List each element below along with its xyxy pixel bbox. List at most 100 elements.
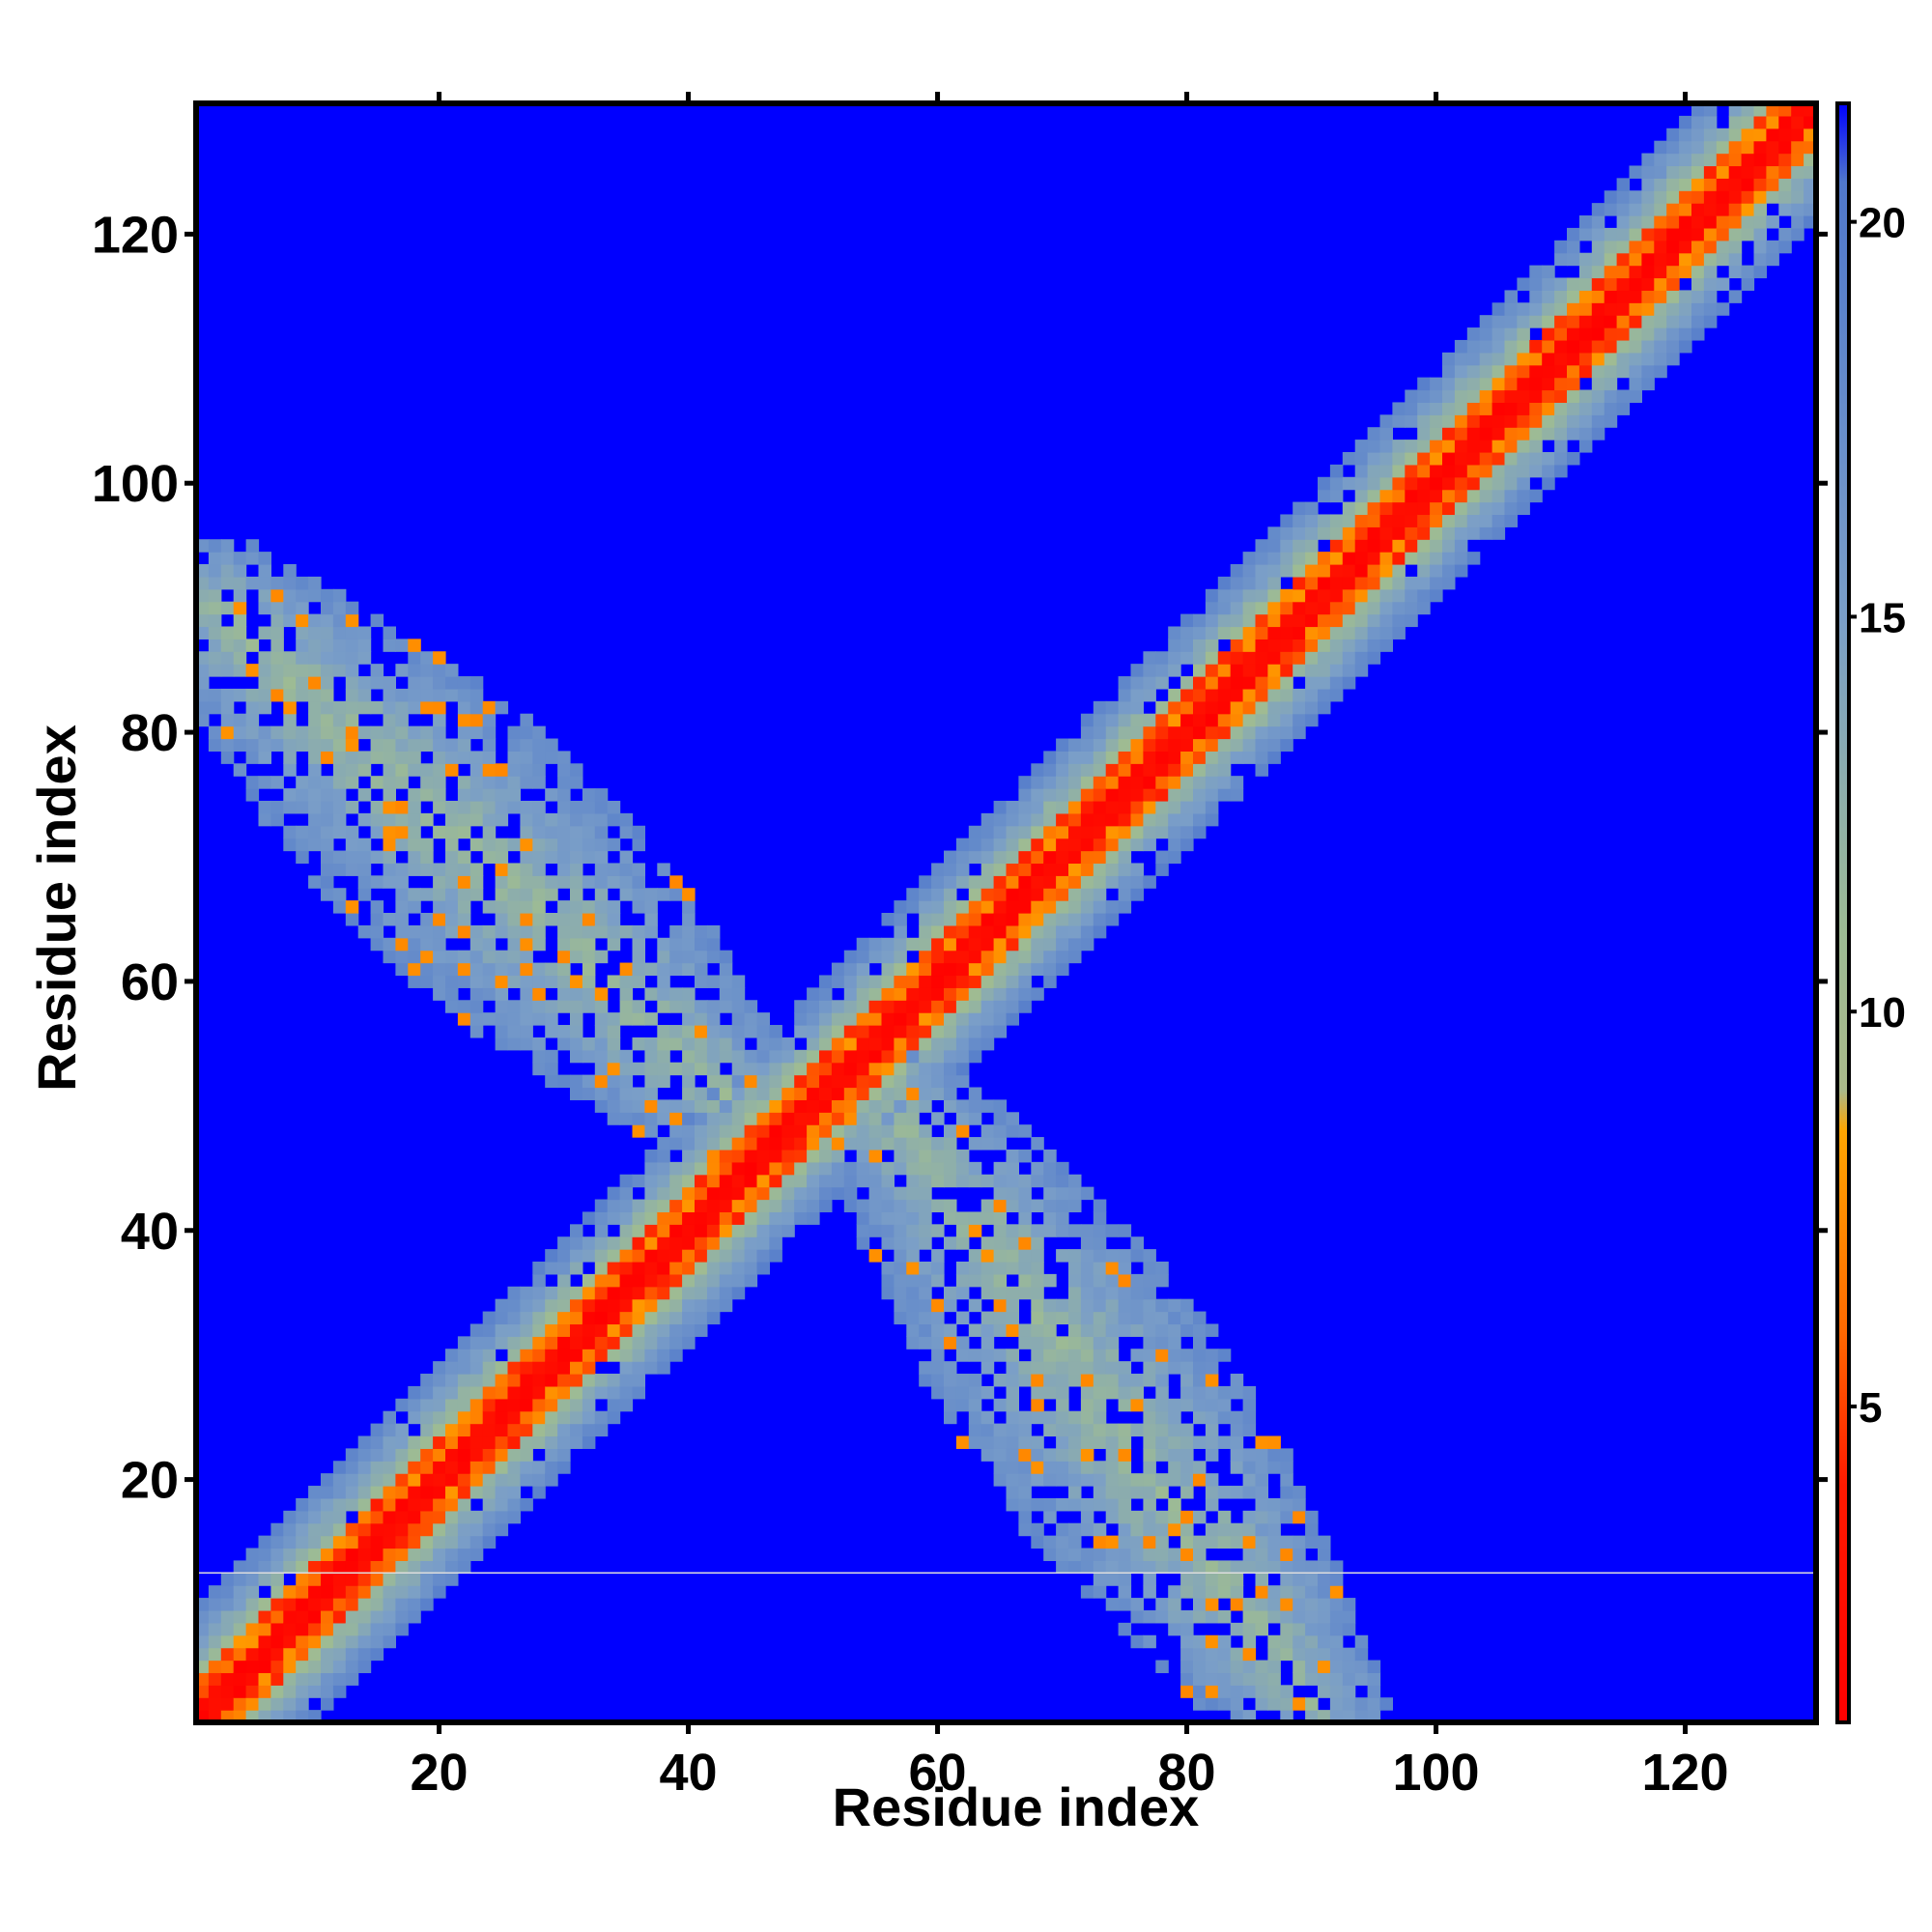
heatmap-cell <box>1018 838 1032 852</box>
heatmap-cell <box>1105 1461 1120 1474</box>
heatmap-cell <box>1354 501 1369 516</box>
heatmap-cell <box>944 937 957 952</box>
heatmap-cell <box>1130 1598 1144 1611</box>
heatmap-cell <box>955 1349 970 1362</box>
heatmap-cell <box>308 664 322 677</box>
heatmap-cell <box>1280 664 1293 677</box>
heatmap-cell <box>1629 352 1642 366</box>
heatmap-cell <box>1093 1273 1107 1288</box>
heatmap-cell <box>1018 1423 1032 1437</box>
heatmap-cell <box>894 1273 907 1288</box>
heatmap-cell <box>545 850 558 865</box>
heatmap-cell <box>495 1025 509 1038</box>
heatmap-cell <box>1242 1647 1257 1662</box>
heatmap-cell <box>1193 1548 1207 1561</box>
heatmap-cell <box>233 1598 247 1611</box>
heatmap-cell <box>308 1486 322 1499</box>
x-tick-label: 40 <box>660 1744 718 1802</box>
heatmap-cell <box>1168 776 1181 789</box>
heatmap-cell <box>682 937 696 952</box>
heatmap-cell <box>632 1087 645 1100</box>
heatmap-cell <box>632 1261 645 1275</box>
heatmap-cell <box>408 676 421 690</box>
heatmap-cell <box>1554 315 1568 328</box>
heatmap-cell <box>831 1000 845 1013</box>
heatmap-cell <box>906 900 920 914</box>
heatmap-cell <box>1529 290 1543 303</box>
heatmap-cell <box>1180 1548 1194 1561</box>
heatmap-cell <box>383 776 396 789</box>
heatmap-cell <box>296 788 309 802</box>
heatmap-cell <box>1379 564 1393 578</box>
heatmap-cell <box>1691 252 1705 267</box>
heatmap-cell <box>1454 539 1468 553</box>
heatmap-cell <box>769 1112 782 1125</box>
heatmap-cell <box>794 1012 808 1026</box>
heatmap-cell <box>968 1298 982 1313</box>
heatmap-cell <box>1118 1435 1132 1449</box>
heatmap-cell <box>881 913 895 926</box>
heatmap-cell <box>744 1099 758 1113</box>
heatmap-cell <box>1329 552 1344 565</box>
heatmap-cell <box>1504 451 1518 466</box>
heatmap-cell <box>695 1211 708 1225</box>
heatmap-cell <box>657 1236 670 1250</box>
heatmap-cell <box>296 838 309 852</box>
heatmap-cell <box>1217 1585 1232 1599</box>
heatmap-cell <box>594 875 609 889</box>
heatmap-cell <box>594 987 609 1001</box>
heatmap-cell <box>1641 252 1655 267</box>
heatmap-cell <box>582 1323 596 1337</box>
heatmap-cell <box>944 975 957 988</box>
heatmap-cell <box>469 725 484 740</box>
heatmap-cell <box>507 1385 521 1400</box>
heatmap-cell <box>1641 178 1655 191</box>
heatmap-cell <box>383 1510 396 1524</box>
heatmap-cell <box>706 1211 721 1225</box>
heatmap-cell <box>1093 1199 1107 1213</box>
heatmap-cell <box>395 1486 409 1499</box>
heatmap-cell <box>1130 1634 1144 1649</box>
heatmap-cell <box>769 1062 782 1076</box>
heatmap-cell <box>457 1410 471 1425</box>
heatmap-cell <box>1454 476 1468 491</box>
heatmap-cell <box>1130 664 1144 677</box>
heatmap-cell <box>1093 1249 1107 1263</box>
heatmap-cell <box>308 1598 322 1611</box>
heatmap-cell <box>420 950 434 964</box>
heatmap-cell <box>1454 514 1468 527</box>
heatmap-cell <box>1778 103 1792 117</box>
heatmap-cell <box>370 1486 384 1499</box>
heatmap-cell <box>507 751 521 764</box>
heatmap-cell <box>955 975 970 988</box>
heatmap-cell <box>657 1186 670 1201</box>
heatmap-cell <box>1791 227 1804 242</box>
heatmap-cell <box>1629 327 1642 341</box>
heatmap-cell <box>1068 1497 1082 1512</box>
heatmap-cell <box>955 1124 970 1138</box>
heatmap-cell <box>370 1473 384 1487</box>
heatmap-cell <box>1641 290 1655 303</box>
heatmap-cell <box>807 1186 820 1201</box>
heatmap-cell <box>1318 588 1331 603</box>
heatmap-cell <box>420 1573 434 1586</box>
heatmap-cell <box>308 838 322 852</box>
heatmap-cell <box>906 962 920 977</box>
heatmap-cell <box>1504 501 1518 516</box>
heatmap-cell <box>1492 302 1506 316</box>
heatmap-cell <box>1093 725 1107 740</box>
heatmap-cell <box>1766 128 1779 142</box>
heatmap-cell <box>744 1124 758 1138</box>
heatmap-cell <box>1193 1323 1207 1337</box>
heatmap-cell <box>1006 1199 1019 1213</box>
heatmap-cell <box>1093 838 1107 852</box>
heatmap-cell <box>1405 539 1418 553</box>
heatmap-cell <box>968 1087 982 1100</box>
heatmap-cell <box>570 850 583 865</box>
heatmap-cell <box>482 1311 497 1325</box>
heatmap-cell <box>1242 1622 1257 1636</box>
heatmap-cell <box>220 1585 235 1599</box>
heatmap-cell <box>1031 1236 1044 1250</box>
heatmap-cell <box>1479 315 1493 328</box>
heatmap-cell <box>495 924 509 939</box>
